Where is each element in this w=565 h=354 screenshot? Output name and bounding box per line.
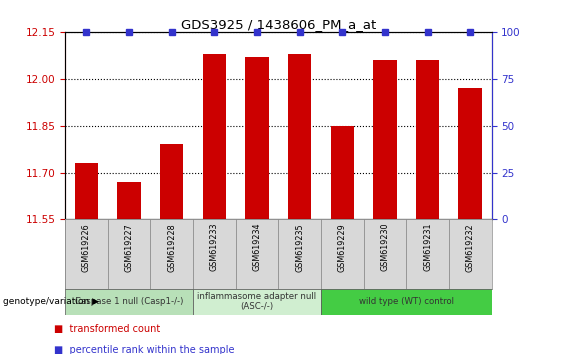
- Bar: [406, 219, 449, 289]
- Bar: [364, 219, 406, 289]
- Bar: [321, 289, 492, 315]
- Bar: [107, 219, 150, 289]
- Bar: [117, 182, 141, 219]
- Bar: [193, 219, 236, 289]
- Text: GSM619234: GSM619234: [253, 223, 262, 272]
- Bar: [288, 54, 311, 219]
- Text: ■  percentile rank within the sample: ■ percentile rank within the sample: [54, 346, 234, 354]
- Bar: [65, 289, 193, 315]
- Text: wild type (WT) control: wild type (WT) control: [359, 297, 454, 306]
- Text: Caspase 1 null (Casp1-/-): Caspase 1 null (Casp1-/-): [75, 297, 183, 306]
- Text: inflammasome adapter null
(ASC-/-): inflammasome adapter null (ASC-/-): [197, 292, 316, 312]
- Text: genotype/variation ▶: genotype/variation ▶: [3, 297, 99, 306]
- Text: GSM619230: GSM619230: [380, 223, 389, 272]
- Bar: [245, 57, 269, 219]
- Text: GSM619233: GSM619233: [210, 223, 219, 272]
- Bar: [202, 54, 226, 219]
- Text: GSM619235: GSM619235: [295, 223, 304, 272]
- Text: ■  transformed count: ■ transformed count: [54, 324, 160, 334]
- Text: GSM619231: GSM619231: [423, 223, 432, 272]
- Bar: [65, 219, 107, 289]
- Bar: [75, 163, 98, 219]
- Bar: [160, 144, 184, 219]
- Bar: [193, 289, 321, 315]
- Bar: [236, 219, 278, 289]
- Text: GSM619226: GSM619226: [82, 223, 91, 272]
- Text: GSM619227: GSM619227: [124, 223, 133, 272]
- Bar: [458, 88, 482, 219]
- Bar: [321, 219, 364, 289]
- Bar: [279, 219, 321, 289]
- Title: GDS3925 / 1438606_PM_a_at: GDS3925 / 1438606_PM_a_at: [181, 18, 376, 31]
- Bar: [150, 219, 193, 289]
- Text: GSM619232: GSM619232: [466, 223, 475, 272]
- Text: GSM619228: GSM619228: [167, 223, 176, 272]
- Bar: [331, 126, 354, 219]
- Bar: [416, 60, 440, 219]
- Bar: [373, 60, 397, 219]
- Bar: [449, 219, 492, 289]
- Text: GSM619229: GSM619229: [338, 223, 347, 272]
